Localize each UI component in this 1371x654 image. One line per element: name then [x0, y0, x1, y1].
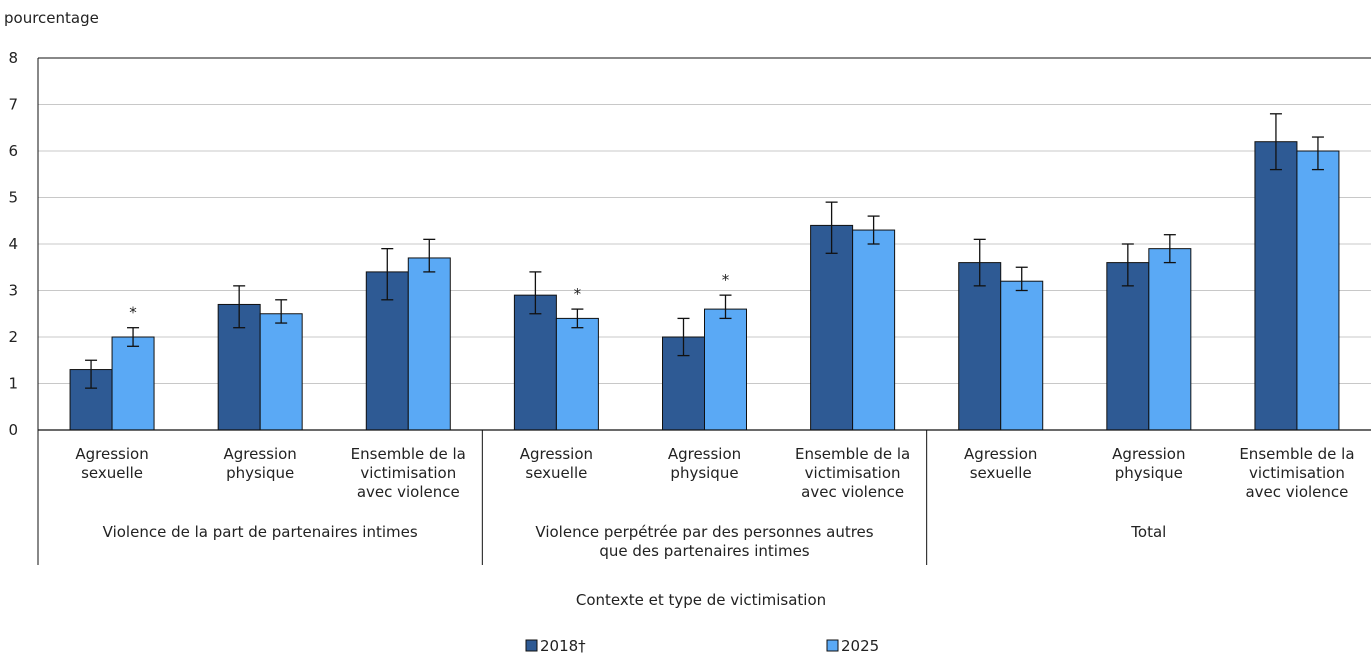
bar-2018: [1106, 262, 1150, 431]
category-label: Agression physique: [668, 445, 741, 482]
legend-swatch: [525, 639, 538, 652]
legend-swatch: [826, 639, 839, 652]
significance-markers: * * *: [129, 271, 729, 322]
y-tick-label: 8: [8, 49, 18, 67]
bar-2025: [407, 257, 451, 431]
x-axis-category-labels: Agression sexuelle Agression physique Ensemb…: [75, 445, 1354, 501]
legend-label: 2018†: [540, 637, 586, 654]
bar-2025: [852, 229, 896, 431]
bar-2025: [111, 336, 155, 431]
x-axis-group-labels: Violence de la part de partenaires intim…: [37, 430, 1166, 565]
x-axis-title: Contexte et type de victimisation: [576, 591, 826, 609]
y-tick-label: 3: [8, 282, 18, 300]
bar-2018: [1254, 141, 1298, 431]
category-label: Agression physique: [1112, 445, 1185, 482]
axes: [37, 57, 1371, 431]
bar-2018: [958, 262, 1002, 431]
bar-2025: [555, 317, 599, 431]
bar-2025: [1148, 248, 1192, 431]
group-label: Total: [1130, 523, 1166, 541]
bars: [69, 141, 1340, 431]
y-tick-label: 6: [8, 142, 18, 160]
category-label: Agression sexuelle: [75, 445, 148, 482]
group-label: Violence perpétrée par des personnes aut…: [535, 523, 873, 560]
bar-2025: [1000, 280, 1044, 431]
category-label: Agression sexuelle: [964, 445, 1037, 482]
y-axis-ticks: 0 1 2 3 4 5 6 7 8: [8, 49, 18, 439]
error-bars: [85, 113, 1324, 389]
bar-2025: [1296, 150, 1340, 431]
bar-2018: [513, 294, 557, 431]
category-label: Ensemble de la victimisation avec violence: [795, 445, 910, 501]
legend: 2018† 2025: [525, 637, 879, 654]
significance-marker: *: [574, 285, 582, 303]
y-tick-label: 7: [8, 96, 18, 114]
y-tick-label: 4: [8, 235, 18, 253]
category-label: Agression sexuelle: [520, 445, 593, 482]
significance-marker: *: [129, 304, 137, 322]
bar-2025: [259, 313, 303, 431]
category-label: Ensemble de la victimisation avec violence: [351, 445, 466, 501]
bar-2018: [810, 224, 854, 431]
y-tick-label: 2: [8, 328, 18, 346]
y-tick-label: 1: [8, 375, 18, 393]
group-label: Violence de la part de partenaires intim…: [103, 523, 418, 541]
category-label: Agression physique: [223, 445, 296, 482]
y-tick-label: 0: [8, 421, 18, 439]
y-axis-title: pourcentage: [4, 9, 99, 27]
y-tick-label: 5: [8, 189, 18, 207]
legend-label: 2025: [841, 637, 879, 654]
bar-2025: [704, 308, 747, 431]
category-label: Ensemble de la victimisation avec violence: [1239, 445, 1354, 501]
significance-marker: *: [722, 271, 730, 289]
